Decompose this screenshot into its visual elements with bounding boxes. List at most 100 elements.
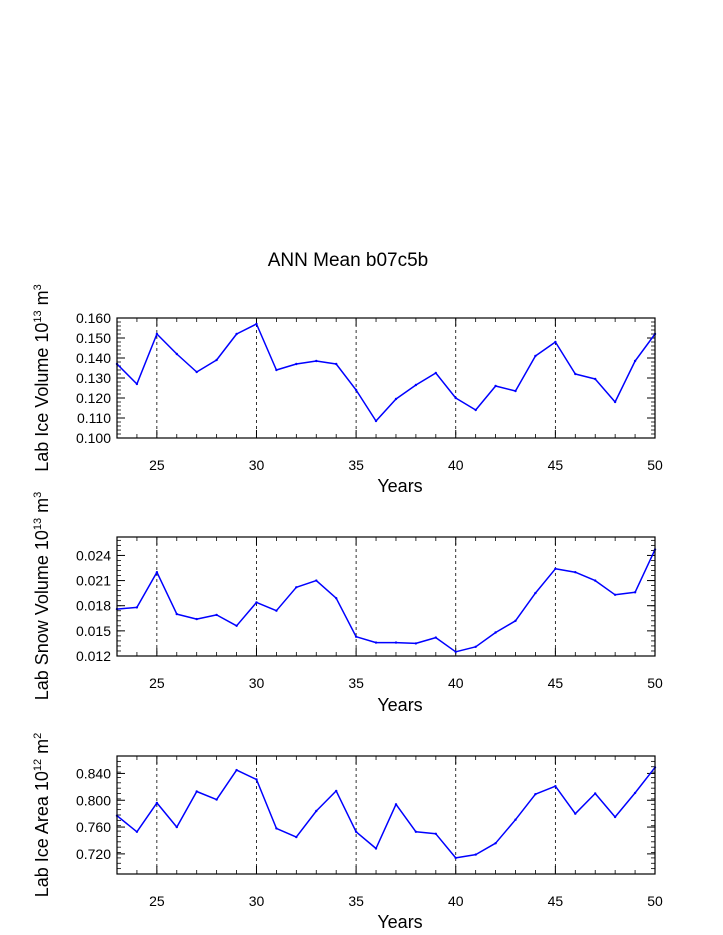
data-point bbox=[315, 359, 318, 363]
data-point bbox=[534, 354, 537, 358]
data-point bbox=[554, 567, 557, 570]
data-point bbox=[534, 591, 537, 595]
data-point bbox=[474, 645, 477, 648]
y-axis-title-unit-exponent: 3 bbox=[32, 284, 44, 290]
data-point bbox=[633, 359, 637, 363]
y-tick-label: 0.720 bbox=[76, 846, 111, 862]
data-point bbox=[354, 830, 358, 833]
data-point bbox=[295, 362, 298, 366]
data-point bbox=[175, 825, 178, 829]
x-axis-title: Years bbox=[377, 912, 422, 932]
series-line bbox=[116, 766, 656, 859]
data-point bbox=[434, 371, 437, 375]
data-point bbox=[215, 358, 218, 362]
data-point bbox=[275, 827, 278, 830]
data-point bbox=[335, 362, 338, 366]
y-axis-title-exponent: 13 bbox=[32, 518, 44, 530]
y-axis-title-unit-exponent: 2 bbox=[32, 733, 44, 739]
data-point bbox=[275, 368, 278, 372]
chart-title: ANN Mean b07c5b bbox=[268, 250, 429, 271]
x-tick-label: 30 bbox=[249, 457, 265, 473]
y-tick-label: 0.760 bbox=[76, 819, 111, 835]
x-tick-label: 30 bbox=[249, 893, 265, 909]
y-tick-label: 0.150 bbox=[76, 330, 111, 346]
data-point bbox=[633, 791, 637, 795]
y-tick-label: 0.024 bbox=[76, 547, 111, 563]
data-point bbox=[315, 579, 318, 582]
y-tick-label: 0.110 bbox=[77, 410, 111, 426]
plot-frame bbox=[116, 755, 656, 875]
series-line bbox=[116, 323, 656, 422]
x-tick-label: 50 bbox=[647, 675, 663, 691]
data-point bbox=[514, 389, 517, 393]
data-point bbox=[275, 609, 278, 612]
data-point bbox=[514, 619, 517, 622]
data-point bbox=[514, 818, 517, 821]
data-point bbox=[155, 801, 159, 805]
y-tick-label: 0.840 bbox=[76, 765, 111, 781]
y-tick-label: 0.100 bbox=[76, 430, 111, 446]
x-axis-title: Years bbox=[377, 476, 422, 496]
data-point bbox=[354, 388, 358, 392]
data-point bbox=[574, 372, 577, 376]
data-point bbox=[255, 322, 258, 326]
data-point bbox=[175, 352, 178, 356]
x-tick-label: 35 bbox=[348, 893, 364, 909]
data-point bbox=[354, 635, 358, 638]
data-point bbox=[613, 593, 617, 596]
data-point bbox=[374, 641, 378, 644]
data-point bbox=[315, 809, 318, 813]
data-point bbox=[633, 591, 637, 594]
x-tick-label: 25 bbox=[149, 457, 165, 473]
data-point bbox=[175, 612, 178, 616]
y-axis-title: Lab Ice Area 1012 m2 bbox=[32, 733, 52, 897]
data-point bbox=[335, 789, 338, 793]
data-point bbox=[295, 835, 298, 839]
x-tick-label: 45 bbox=[548, 457, 564, 473]
data-point bbox=[295, 586, 298, 589]
data-point bbox=[235, 624, 238, 627]
plot-panel-3: 25 30 35 40 45 50 0.720 0.760 0.800 0.840 Years Lab… bbox=[32, 733, 663, 932]
data-point bbox=[434, 832, 437, 835]
data-point bbox=[215, 613, 218, 617]
x-tick-label: 50 bbox=[647, 893, 663, 909]
y-axis-title-unit-exponent: 3 bbox=[32, 492, 44, 498]
data-point bbox=[574, 571, 577, 574]
data-point bbox=[534, 793, 537, 796]
data-point bbox=[394, 641, 398, 644]
data-point bbox=[554, 785, 557, 788]
data-point bbox=[494, 384, 497, 388]
x-tick-label: 45 bbox=[548, 675, 564, 691]
data-point bbox=[494, 631, 497, 634]
x-tick-label: 25 bbox=[149, 893, 165, 909]
data-point bbox=[414, 642, 418, 645]
plot-panel-2: 25 30 35 40 45 50 0.012 0.015 0.018 0.021 0.024 Yea… bbox=[32, 492, 663, 715]
y-axis-title-exponent: 13 bbox=[32, 310, 44, 322]
data-point bbox=[594, 377, 597, 381]
data-point bbox=[394, 397, 398, 401]
y-tick-label: 0.018 bbox=[76, 598, 111, 614]
data-point bbox=[613, 815, 617, 819]
x-tick-label: 40 bbox=[448, 893, 464, 909]
data-point bbox=[215, 798, 218, 801]
y-tick-label: 0.160 bbox=[76, 310, 111, 326]
y-tick-label: 0.800 bbox=[76, 792, 111, 808]
y-axis-title-unit: m bbox=[32, 498, 52, 518]
data-point bbox=[434, 636, 437, 639]
y-tick-label: 0.015 bbox=[76, 623, 111, 639]
data-point bbox=[454, 856, 457, 860]
x-tick-label: 35 bbox=[348, 457, 364, 473]
data-point bbox=[135, 382, 139, 386]
y-axis-title-exponent: 12 bbox=[32, 759, 44, 771]
data-point bbox=[414, 383, 418, 387]
data-point bbox=[454, 650, 457, 653]
y-axis-title: Lab Snow Volume 1013 m3 bbox=[32, 492, 52, 701]
y-axis-title: Lab Ice Volume 1013 m3 bbox=[32, 284, 52, 471]
x-tick-label: 30 bbox=[249, 675, 265, 691]
x-tick-label: 25 bbox=[149, 675, 165, 691]
data-point bbox=[195, 370, 198, 374]
x-tick-label: 40 bbox=[448, 675, 464, 691]
y-tick-label: 0.012 bbox=[76, 648, 111, 664]
data-point bbox=[195, 790, 198, 793]
y-axis-title-unit: m bbox=[32, 739, 52, 759]
